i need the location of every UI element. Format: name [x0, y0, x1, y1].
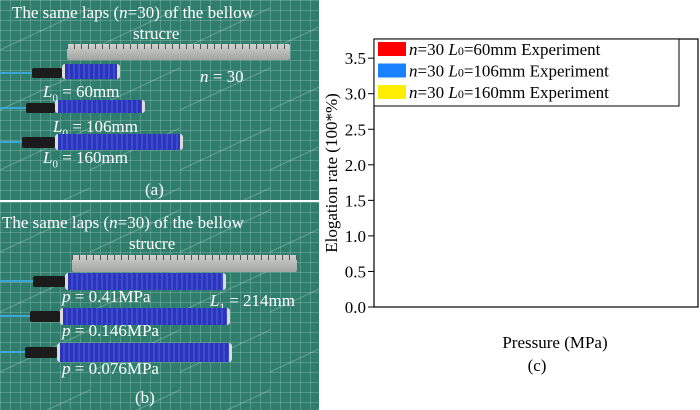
- y-tick-label: 1.0: [345, 227, 366, 246]
- connector: [32, 68, 62, 78]
- y-axis-label: Elogation rate (100*%): [322, 93, 341, 253]
- legend-text-part: L: [447, 62, 457, 81]
- bellow-60mm: [62, 64, 120, 79]
- panel-b-title: The same laps (n=30) of the bellow: [2, 213, 244, 232]
- panel-b-title-line2: strucre: [129, 234, 176, 253]
- connector: [25, 347, 57, 358]
- ruler: [67, 44, 290, 60]
- caption-b: (b): [135, 388, 155, 407]
- photo-panel-a: The same laps (n=30) of the bellow struc…: [0, 0, 319, 200]
- legend-box: [373, 38, 680, 107]
- pressure-label-0146: p = 0.146MPa: [62, 321, 159, 340]
- bar-chart: 0.00.51.01.52.02.53.03.5 0.0760.1460.280…: [322, 38, 699, 375]
- y-tick-label: 1.5: [345, 191, 366, 210]
- legend-entry: n=30 L0=160mm Experiment: [409, 83, 609, 102]
- panel-a-title: The same laps (n=30) of the bellow: [12, 3, 254, 22]
- air-tube: [0, 141, 24, 143]
- legend-text-part: =60mm Experiment: [464, 40, 601, 59]
- l1-label: L1 = 214mm: [210, 291, 296, 313]
- legend-text-part: n: [409, 83, 418, 102]
- air-tube: [0, 351, 27, 353]
- legend-text-part: n: [409, 62, 418, 81]
- legend-text-part: 0: [458, 87, 464, 101]
- ruler: [72, 255, 297, 272]
- legend-text-part: =30: [418, 83, 449, 102]
- legend-text-part: =30: [418, 40, 449, 59]
- air-tube: [0, 72, 34, 74]
- y-tick-label: 3.5: [345, 49, 366, 68]
- bellow-0076mpa: [57, 343, 232, 362]
- legend-text-part: L: [447, 83, 457, 102]
- length-label-160: L0 = 160mm: [43, 148, 129, 171]
- legend-text-part: L: [447, 40, 457, 59]
- connector: [33, 276, 65, 287]
- caption-a: (a): [145, 180, 164, 199]
- length-label-106: L0 = 106mm: [53, 117, 139, 139]
- n-label: n = 30: [200, 67, 244, 86]
- y-tick-label: 3.0: [345, 85, 366, 104]
- legend-swatch: [378, 63, 406, 78]
- photo-panel-b: The same laps (n=30) of the bellow struc…: [0, 202, 319, 410]
- panel-a-title-line2: strucre: [133, 24, 180, 43]
- legend-text-part: 0: [458, 44, 464, 58]
- pressure-label-041: p = 0.41MPa: [62, 287, 151, 306]
- length-label-60: L0 = 60mm: [43, 82, 120, 105]
- connector: [30, 311, 60, 322]
- air-tube: [0, 107, 28, 109]
- air-tube: [0, 315, 32, 317]
- legend-swatch: [378, 42, 406, 56]
- legend-swatch: [378, 85, 406, 99]
- connector: [22, 137, 55, 148]
- bellow-106mm: [55, 100, 145, 113]
- legend-text-part: =30: [418, 62, 449, 81]
- caption-c: (c): [528, 356, 547, 375]
- pressure-label-0076: p = 0.076MPa: [62, 359, 159, 378]
- bellow-160mm: [55, 134, 183, 150]
- bellow-0146mpa: [60, 308, 230, 325]
- air-tube: [0, 280, 35, 282]
- legend-text-part: n: [409, 40, 418, 59]
- legend-entry: n=30 L0=106mm Experiment: [409, 62, 609, 81]
- y-tick-label: 0.5: [345, 262, 366, 281]
- y-tick-label: 0.0: [345, 298, 366, 317]
- legend-text-part: =160mm Experiment: [464, 83, 609, 102]
- legend-text-part: 0: [458, 66, 464, 80]
- y-tick-label: 2.0: [345, 156, 366, 175]
- legend-text-part: =106mm Experiment: [464, 62, 609, 81]
- y-tick-label: 2.5: [345, 120, 366, 139]
- connector: [26, 103, 55, 113]
- bellow-041mpa: [65, 273, 226, 290]
- x-axis-label: Pressure (MPa): [502, 333, 607, 352]
- legend-entry: n=30 L0=60mm Experiment: [409, 40, 601, 59]
